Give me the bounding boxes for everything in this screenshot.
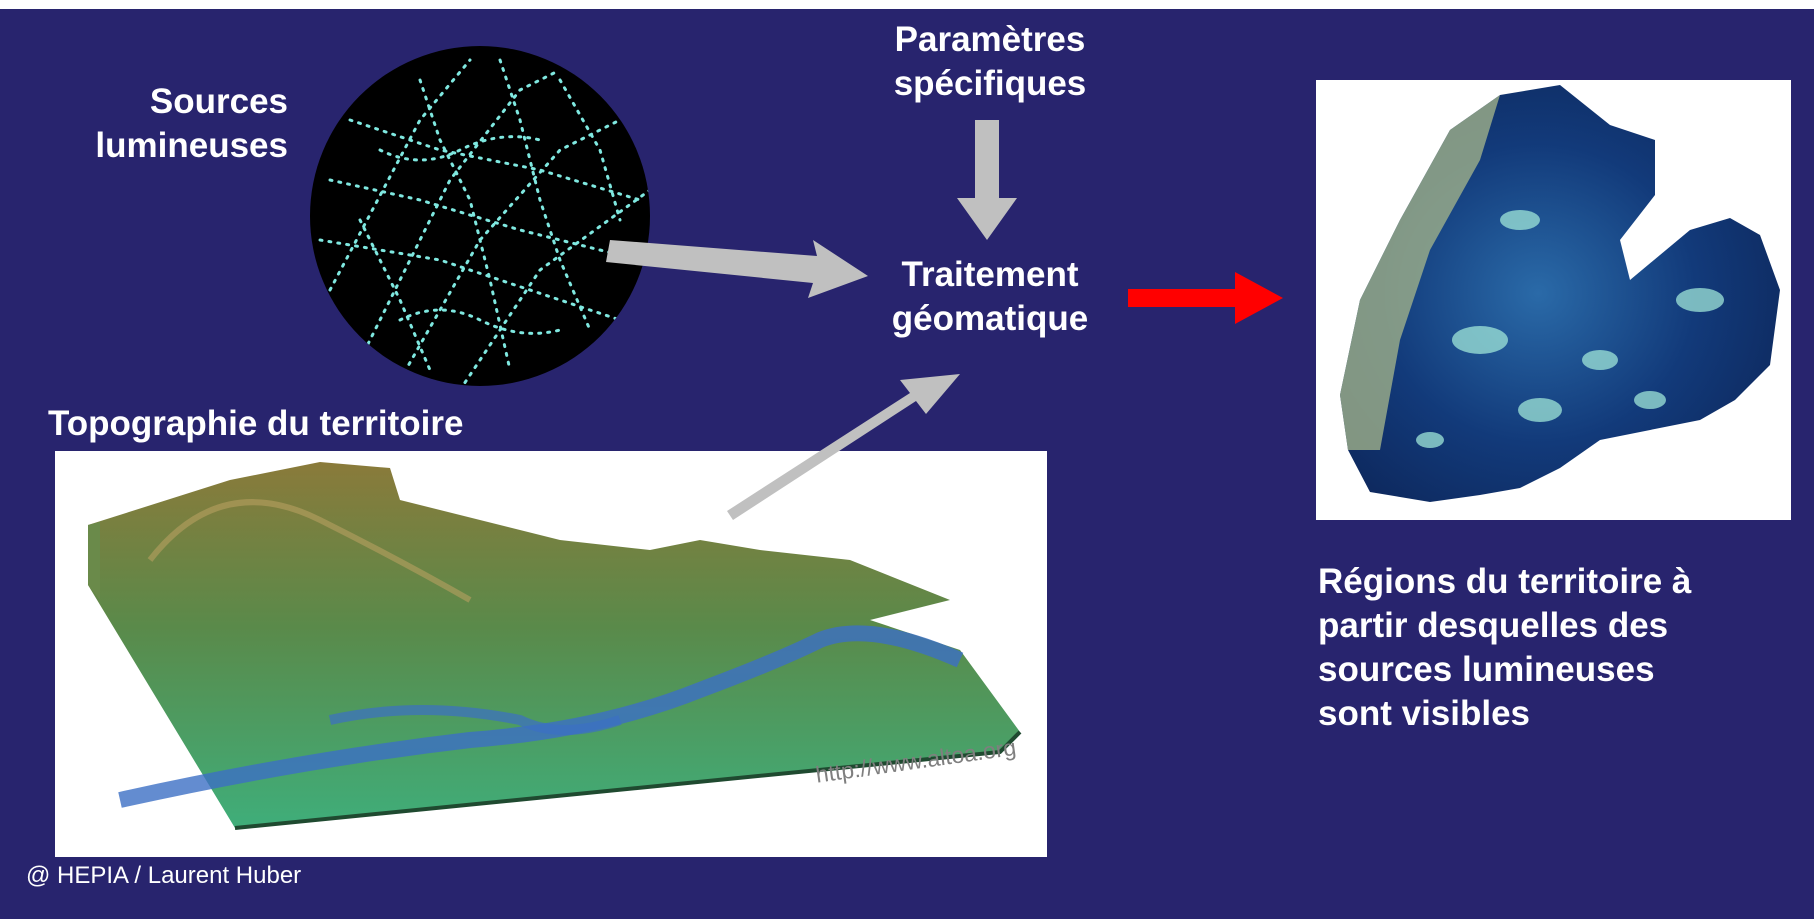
top-border xyxy=(0,0,1814,9)
topography-label: Topographie du territoire xyxy=(48,404,464,443)
sources-label: Sources lumineuses xyxy=(95,82,288,165)
light-sources-image xyxy=(310,46,650,386)
arrow-right-icon xyxy=(606,240,868,298)
processing-label: Traitement géomatique xyxy=(891,255,1089,338)
arrow-down-icon xyxy=(957,120,1017,240)
arrow-right-icon xyxy=(1128,272,1283,324)
topography-image xyxy=(55,451,1047,857)
parameters-label: Paramètres spécifiques xyxy=(893,20,1087,103)
slide-credit: @ HEPIA / Laurent Huber xyxy=(26,862,302,889)
result-label: Régions du territoire à partir desquelle… xyxy=(1318,562,1692,733)
arrow-up-right-icon xyxy=(727,374,960,520)
visibility-map-image xyxy=(1316,80,1791,520)
